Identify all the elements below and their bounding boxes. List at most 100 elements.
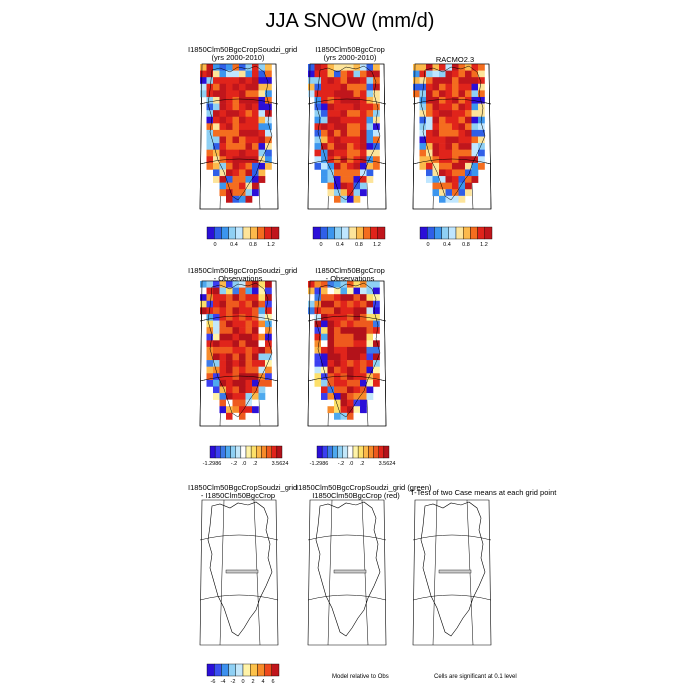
grid-cell — [452, 143, 459, 150]
grid-cell — [239, 83, 246, 91]
grid-cell — [258, 90, 266, 98]
grid-cell — [200, 307, 207, 315]
grid-cell — [340, 176, 348, 183]
grid-cell — [458, 195, 466, 203]
grid-cell — [360, 333, 367, 341]
grid-cell — [252, 300, 259, 308]
grid-cell — [419, 77, 427, 85]
grid-cell — [219, 379, 227, 387]
cb-tick: -6 — [210, 679, 216, 685]
grid-cell — [360, 129, 367, 137]
grid-cell — [439, 103, 446, 111]
grid-cell — [458, 129, 466, 137]
grid-cell — [373, 129, 380, 137]
grid-cell — [232, 64, 240, 71]
grid-cell — [219, 96, 227, 104]
grid-cell — [445, 176, 453, 183]
colorbar-swatch — [250, 663, 258, 677]
grid-cell — [252, 136, 259, 144]
panel-title-line2: (yrs 2000-2010) — [211, 53, 265, 62]
grid-cell — [465, 129, 472, 137]
grid-cell — [245, 406, 253, 414]
grid-cell — [327, 116, 335, 124]
grid-cell — [314, 149, 322, 157]
grid-cell — [327, 149, 335, 157]
colorbar-swatch — [206, 663, 215, 677]
grid-cell — [334, 70, 341, 78]
grid-cell — [373, 366, 380, 374]
grid-cell — [213, 333, 220, 341]
grid-cell — [213, 327, 220, 335]
grid-cell — [321, 156, 328, 164]
grid-cell — [334, 96, 341, 104]
grid-cell — [239, 176, 246, 183]
grid-cell — [245, 386, 253, 394]
grid-cell — [327, 340, 335, 348]
grid-cell — [226, 393, 233, 400]
grid-cell — [226, 96, 233, 104]
grid-cell — [347, 83, 354, 91]
grid-cell — [353, 360, 361, 367]
grid-cell — [219, 77, 227, 85]
map-panel-racmo — [412, 63, 492, 210]
grid-cell — [206, 83, 214, 91]
grid-cell — [327, 70, 335, 78]
grid-cell — [432, 116, 440, 124]
colorbar-swatch — [363, 226, 371, 240]
grid-cell — [219, 287, 227, 295]
grid-cell — [419, 116, 427, 124]
grid-cell — [445, 156, 453, 164]
grid-cell — [478, 90, 485, 98]
grid-cell — [353, 176, 361, 183]
grid-cell — [452, 70, 459, 78]
grid-cell — [308, 70, 315, 78]
grid-cell — [439, 143, 446, 150]
grid-cell — [340, 300, 348, 308]
grid-cell — [360, 169, 367, 177]
grid-cell — [321, 360, 328, 367]
grid-cell — [373, 294, 380, 302]
grid-cell — [239, 360, 246, 367]
cb-tick: 0 — [319, 242, 323, 248]
grid-cell — [239, 136, 246, 144]
grid-cell — [471, 143, 479, 150]
grid-cell — [252, 129, 259, 137]
grid-cell — [219, 386, 227, 394]
grid-cell — [226, 195, 233, 203]
grid-cell — [321, 83, 328, 91]
grid-cell — [258, 136, 266, 144]
grid-cell — [252, 70, 259, 78]
colorbar-swatch — [441, 226, 450, 240]
grid-cell — [327, 129, 335, 137]
grid-cell — [478, 129, 485, 137]
grid-cell — [232, 90, 240, 98]
grid-cell — [252, 386, 259, 394]
cb-tick: 6 — [271, 679, 275, 685]
grid-cell — [219, 281, 227, 288]
grid-cell — [308, 281, 315, 288]
grid-cell — [452, 189, 459, 197]
grid-cell — [232, 353, 240, 361]
grid-cell — [265, 64, 272, 71]
grid-cell — [321, 353, 328, 361]
grid-cell — [340, 129, 348, 137]
grid-cell — [373, 340, 380, 348]
grid-cell — [347, 333, 354, 341]
grid-cell — [327, 300, 335, 308]
grid-cell — [226, 300, 233, 308]
grid-cell — [314, 327, 322, 335]
grid-cell — [347, 64, 354, 71]
colorbar-swatch — [257, 663, 265, 677]
grid-cell — [458, 143, 466, 150]
grid-cell — [471, 70, 479, 78]
grid-cell — [439, 77, 446, 85]
grid-cell — [258, 123, 266, 131]
grid-cell — [366, 281, 374, 288]
grid-cell — [366, 366, 374, 374]
grid-cell — [239, 406, 246, 414]
grid-cell — [471, 162, 479, 170]
grid-cell — [252, 96, 259, 104]
grid-cell — [452, 149, 459, 157]
grid-cell — [265, 327, 272, 335]
grid-cell — [252, 116, 259, 124]
